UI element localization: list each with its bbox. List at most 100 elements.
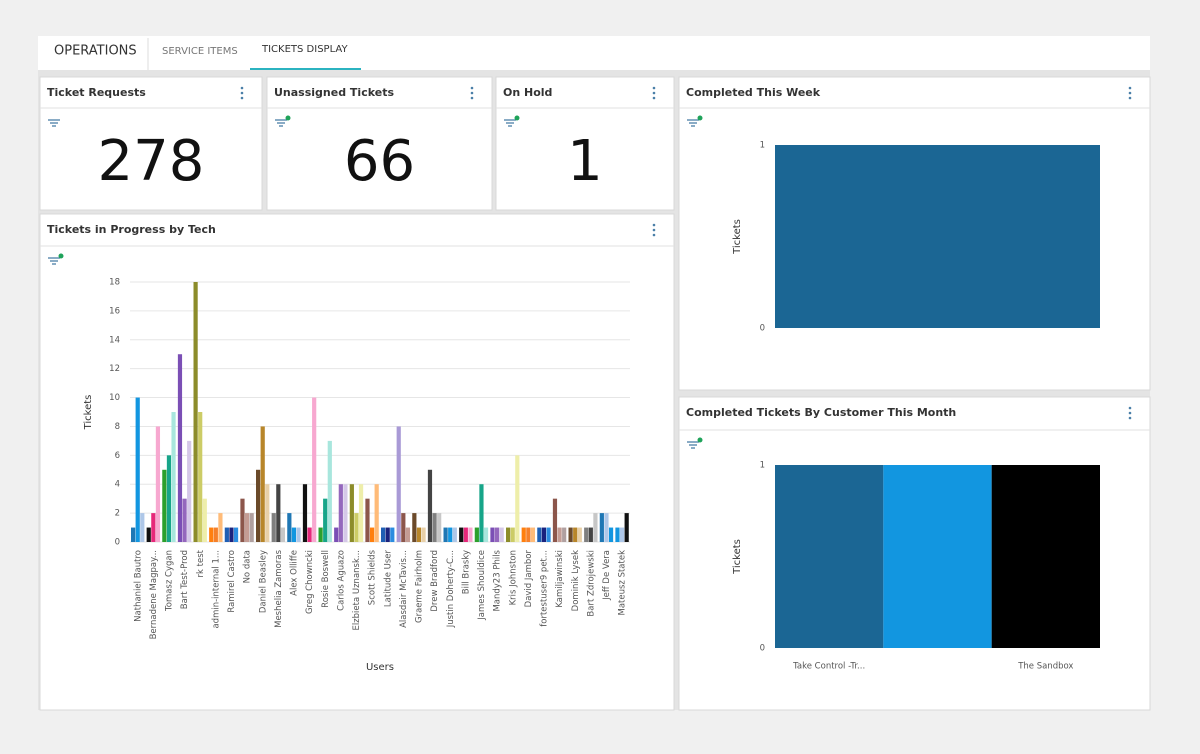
y-axis-label: Tickets — [732, 539, 743, 575]
bar — [327, 440, 332, 542]
bar — [537, 527, 542, 542]
bar — [365, 498, 370, 542]
menu-dot[interactable] — [1128, 406, 1132, 410]
x-tick-label: rk test — [196, 549, 206, 577]
bar — [557, 527, 562, 542]
bar — [468, 527, 473, 542]
bar — [562, 527, 567, 542]
bar — [494, 527, 500, 542]
bar — [369, 527, 375, 542]
tab[interactable]: OPERATIONS — [54, 44, 137, 59]
bar — [541, 527, 547, 542]
bar — [437, 513, 442, 542]
y-tick-label: 0 — [115, 538, 120, 548]
bar — [224, 527, 229, 542]
bar — [198, 412, 203, 542]
bar — [588, 527, 593, 542]
tab[interactable]: SERVICE ITEMS — [162, 46, 238, 57]
menu-dot[interactable] — [1128, 416, 1132, 420]
menu-dot[interactable] — [470, 96, 474, 100]
bar — [323, 498, 328, 542]
widget-title: Unassigned Tickets — [274, 86, 394, 99]
menu-dot[interactable] — [240, 86, 244, 90]
x-axis-label: Users — [366, 662, 394, 673]
bar — [577, 527, 582, 542]
y-tick-label: 6 — [115, 451, 120, 461]
x-tick-label: The Sandbox — [1017, 662, 1073, 672]
bar — [140, 513, 145, 542]
y-tick-label: 16 — [109, 306, 120, 316]
bar — [271, 513, 276, 542]
x-tick-label: David Jambor — [524, 550, 534, 608]
x-tick-label: Kris Johnston — [508, 550, 518, 605]
bar — [135, 397, 140, 542]
y-tick-label: 0 — [760, 324, 765, 334]
bar — [354, 513, 359, 542]
bar — [490, 527, 495, 542]
bar — [265, 484, 270, 542]
bar — [233, 527, 239, 542]
filter-dot — [697, 115, 703, 121]
widget — [39, 213, 675, 711]
menu-dot[interactable] — [470, 86, 474, 90]
bar — [155, 426, 161, 542]
x-tick-label: Rosie Boswell — [321, 550, 331, 608]
bar — [287, 513, 292, 542]
bar — [584, 527, 589, 542]
bar — [213, 527, 218, 542]
menu-dot[interactable] — [1128, 96, 1132, 100]
menu-dot[interactable] — [652, 91, 656, 95]
bar — [521, 527, 526, 542]
bar — [166, 455, 172, 542]
y-tick-label: 14 — [109, 335, 120, 345]
x-tick-label: Scott Shields — [368, 549, 378, 605]
menu-dot[interactable] — [652, 233, 656, 237]
bar — [412, 513, 417, 542]
menu-dot[interactable] — [240, 91, 244, 95]
bar — [146, 527, 151, 542]
bar — [307, 527, 312, 542]
bar — [448, 527, 453, 542]
menu-dot[interactable] — [652, 223, 656, 227]
bar — [131, 527, 136, 542]
menu-dot[interactable] — [470, 91, 474, 95]
bar — [291, 527, 297, 542]
x-tick-label: Bart Test-Prod — [180, 550, 190, 609]
bar — [510, 527, 515, 542]
bar — [883, 465, 992, 648]
bar — [624, 513, 629, 542]
x-tick-label: fortestuser9 pet... — [540, 550, 550, 627]
bar — [526, 527, 531, 542]
bar — [260, 426, 265, 542]
menu-dot[interactable] — [1128, 411, 1132, 415]
widget-title: Tickets in Progress by Tech — [47, 223, 216, 236]
menu-dot[interactable] — [652, 86, 656, 90]
menu-dot[interactable] — [1128, 86, 1132, 90]
bar — [209, 527, 214, 542]
tab[interactable]: TICKETS DISPLAY — [261, 44, 348, 55]
stat-value: 1 — [567, 129, 603, 194]
bar — [599, 513, 604, 542]
filter-dot — [697, 437, 703, 443]
y-tick-label: 18 — [109, 278, 120, 288]
menu-dot[interactable] — [240, 96, 244, 100]
bar — [276, 484, 281, 542]
x-tick-label: Ramirel Castro — [227, 550, 237, 613]
filter-dot — [285, 115, 291, 121]
menu-dot[interactable] — [652, 228, 656, 232]
bar — [202, 498, 207, 542]
stat-value: 278 — [98, 129, 205, 194]
y-axis-label: Tickets — [83, 395, 94, 431]
bar — [775, 465, 884, 648]
x-tick-label: Justin Doherty-C... — [446, 550, 456, 628]
bar — [506, 527, 511, 542]
bar — [452, 527, 457, 542]
bar — [390, 527, 395, 542]
widget-title: Completed This Week — [686, 86, 821, 99]
widget-title: Completed Tickets By Customer This Month — [686, 406, 956, 419]
menu-dot[interactable] — [1128, 91, 1132, 95]
bar — [182, 498, 187, 542]
bar — [193, 282, 198, 542]
menu-dot[interactable] — [652, 96, 656, 100]
